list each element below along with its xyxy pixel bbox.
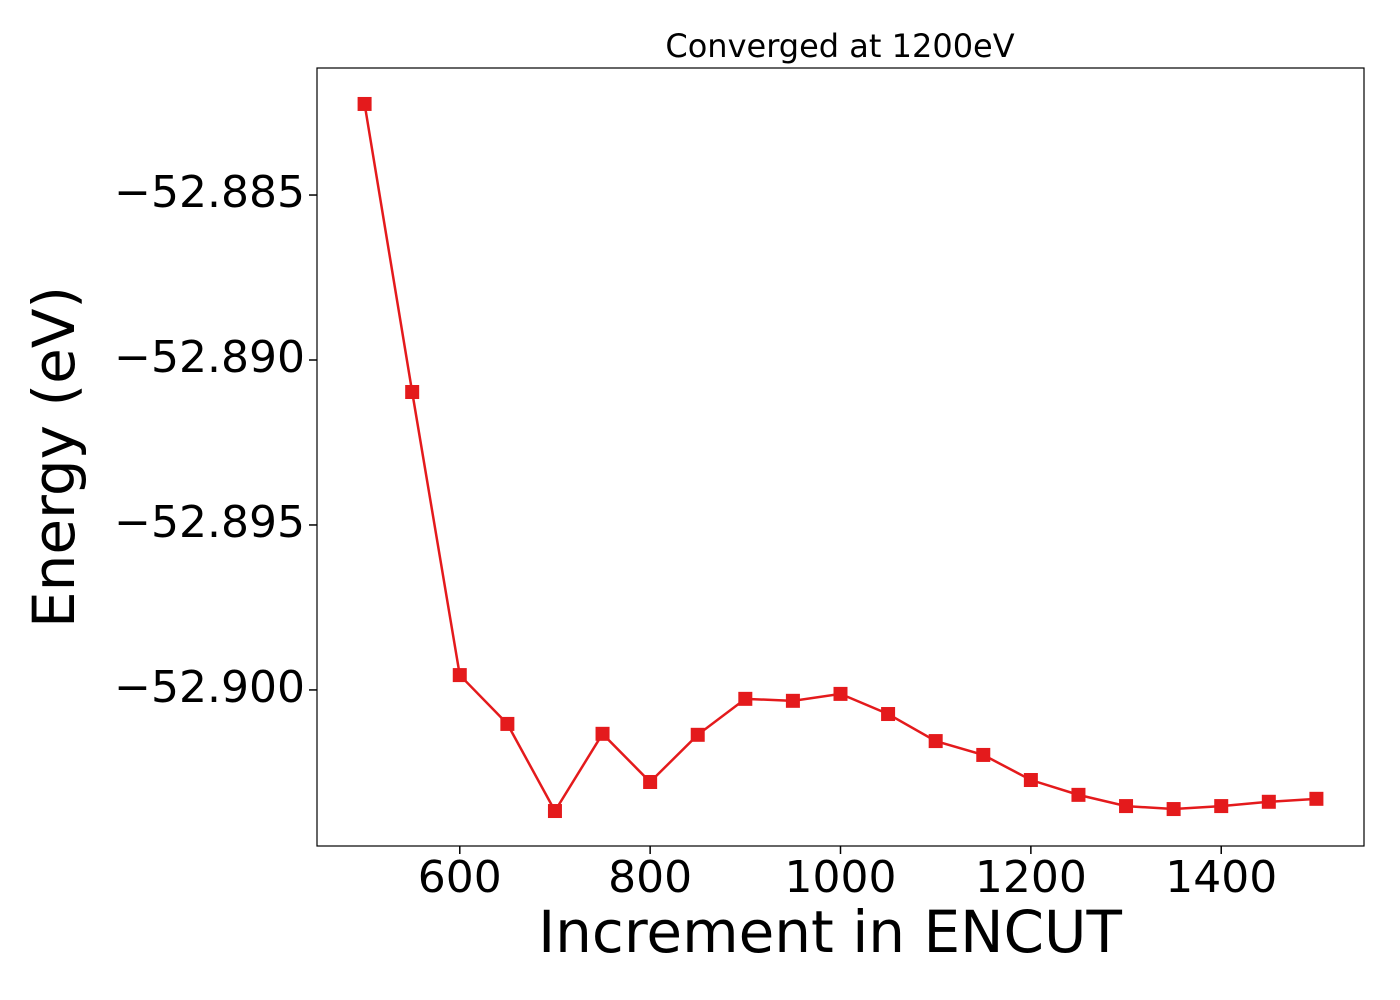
data-point [405,385,420,400]
y-tick-label: −52.890 [114,332,305,383]
y-axis-label: Energy (eV) [20,286,88,628]
data-point [1309,791,1324,806]
data-point [1071,787,1086,802]
plot-frame [316,67,1365,847]
x-tick-label: 1400 [1165,852,1277,903]
data-point [1166,802,1181,817]
x-tick-label: 1200 [975,852,1087,903]
data-point [976,747,991,762]
data-point [785,693,800,708]
data-point [1214,799,1229,814]
series-line [363,103,1317,814]
x-tick-label: 800 [608,852,692,903]
x-axis-label: Increment in ENCUT [538,898,1122,966]
data-point [833,686,848,701]
data-point [643,774,658,789]
data-point [1261,794,1276,809]
chart-title: Converged at 1200eV [665,27,1014,65]
data-point [357,96,372,111]
data-point [928,734,943,749]
data-point [881,707,896,722]
y-tick-label: −52.900 [114,662,305,713]
y-tick-label: −52.895 [114,497,305,548]
x-tick-label: 1000 [785,852,897,903]
data-point [547,804,562,819]
y-tick-label: −52.885 [114,167,305,218]
data-point [595,726,610,741]
data-point [690,727,705,742]
x-tick-label: 600 [418,852,502,903]
data-point [1023,773,1038,788]
data-point [452,668,467,683]
data-point [738,691,753,706]
data-point [1119,799,1134,814]
data-point [500,716,515,731]
